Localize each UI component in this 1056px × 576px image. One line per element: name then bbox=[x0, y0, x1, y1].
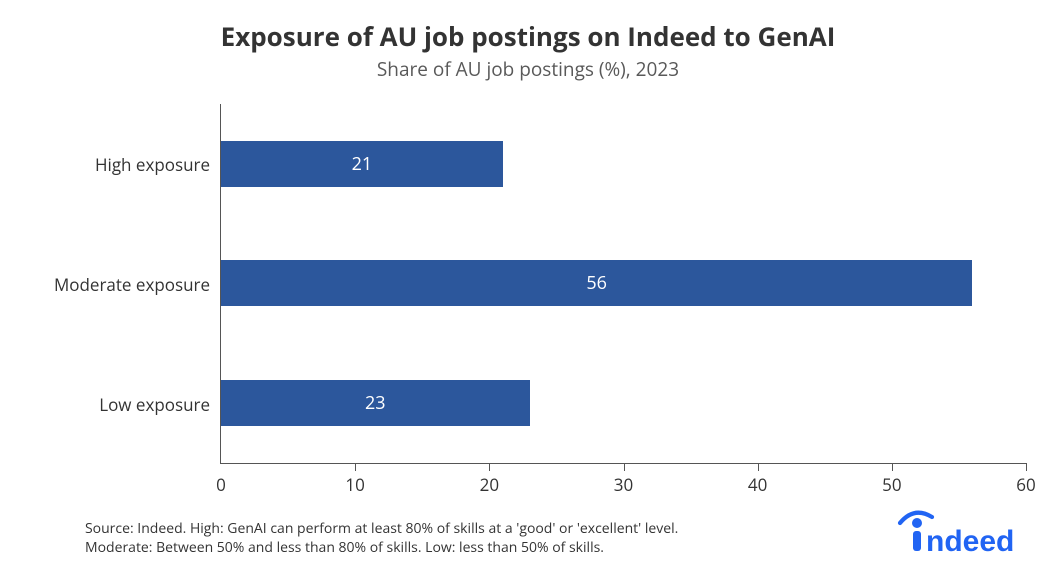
x-axis-tick-label: 20 bbox=[480, 473, 499, 496]
x-axis-tick-label: 30 bbox=[614, 473, 633, 496]
chart-subtitle: Share of AU job postings (%), 2023 bbox=[30, 56, 1026, 82]
chart-title: Exposure of AU job postings on Indeed to… bbox=[30, 18, 1026, 54]
source-line-1: Source: Indeed. High: GenAI can perform … bbox=[85, 520, 678, 539]
source-line-2: Moderate: Between 50% and less than 80% … bbox=[85, 539, 678, 558]
y-axis-label: High exposure bbox=[30, 153, 220, 176]
plot-area: 215623 0102030405060 bbox=[220, 104, 1026, 464]
plot-zone: High exposure Moderate exposure Low exposu… bbox=[30, 104, 1026, 464]
source-note: Source: Indeed. High: GenAI can perform … bbox=[85, 520, 678, 558]
x-axis-tick bbox=[758, 463, 759, 471]
bar-value-label: 56 bbox=[586, 271, 607, 295]
y-axis-label: Moderate exposure bbox=[30, 273, 220, 296]
chart-footer: Source: Indeed. High: GenAI can perform … bbox=[85, 509, 1026, 558]
x-axis-tick bbox=[624, 463, 625, 471]
bar: 56 bbox=[221, 260, 972, 306]
svg-text:ndeed: ndeed bbox=[926, 525, 1014, 553]
x-axis-tick-label: 50 bbox=[882, 473, 901, 496]
bar-value-label: 21 bbox=[352, 152, 373, 176]
indeed-logo: ndeed bbox=[896, 509, 1026, 558]
bar: 23 bbox=[221, 380, 530, 426]
bar-value-label: 23 bbox=[365, 391, 386, 415]
x-axis-tick bbox=[489, 463, 490, 471]
bar: 21 bbox=[221, 141, 503, 187]
y-axis-labels: High exposure Moderate exposure Low exposu… bbox=[30, 104, 220, 464]
x-axis-tick bbox=[355, 463, 356, 471]
bars-layer: 21 56 23 bbox=[221, 104, 1026, 463]
x-axis-tick-label: 0 bbox=[216, 473, 226, 496]
x-axis-tick-label: 60 bbox=[1016, 473, 1035, 496]
x-axis-tick bbox=[1026, 463, 1027, 471]
x-axis-tick bbox=[892, 463, 893, 471]
indeed-logo-icon: ndeed bbox=[896, 509, 1026, 553]
chart-container: Exposure of AU job postings on Indeed to… bbox=[0, 0, 1056, 576]
y-axis-label: Low exposure bbox=[30, 393, 220, 416]
x-axis-tick-label: 40 bbox=[748, 473, 767, 496]
x-axis-tick-label: 10 bbox=[345, 473, 364, 496]
